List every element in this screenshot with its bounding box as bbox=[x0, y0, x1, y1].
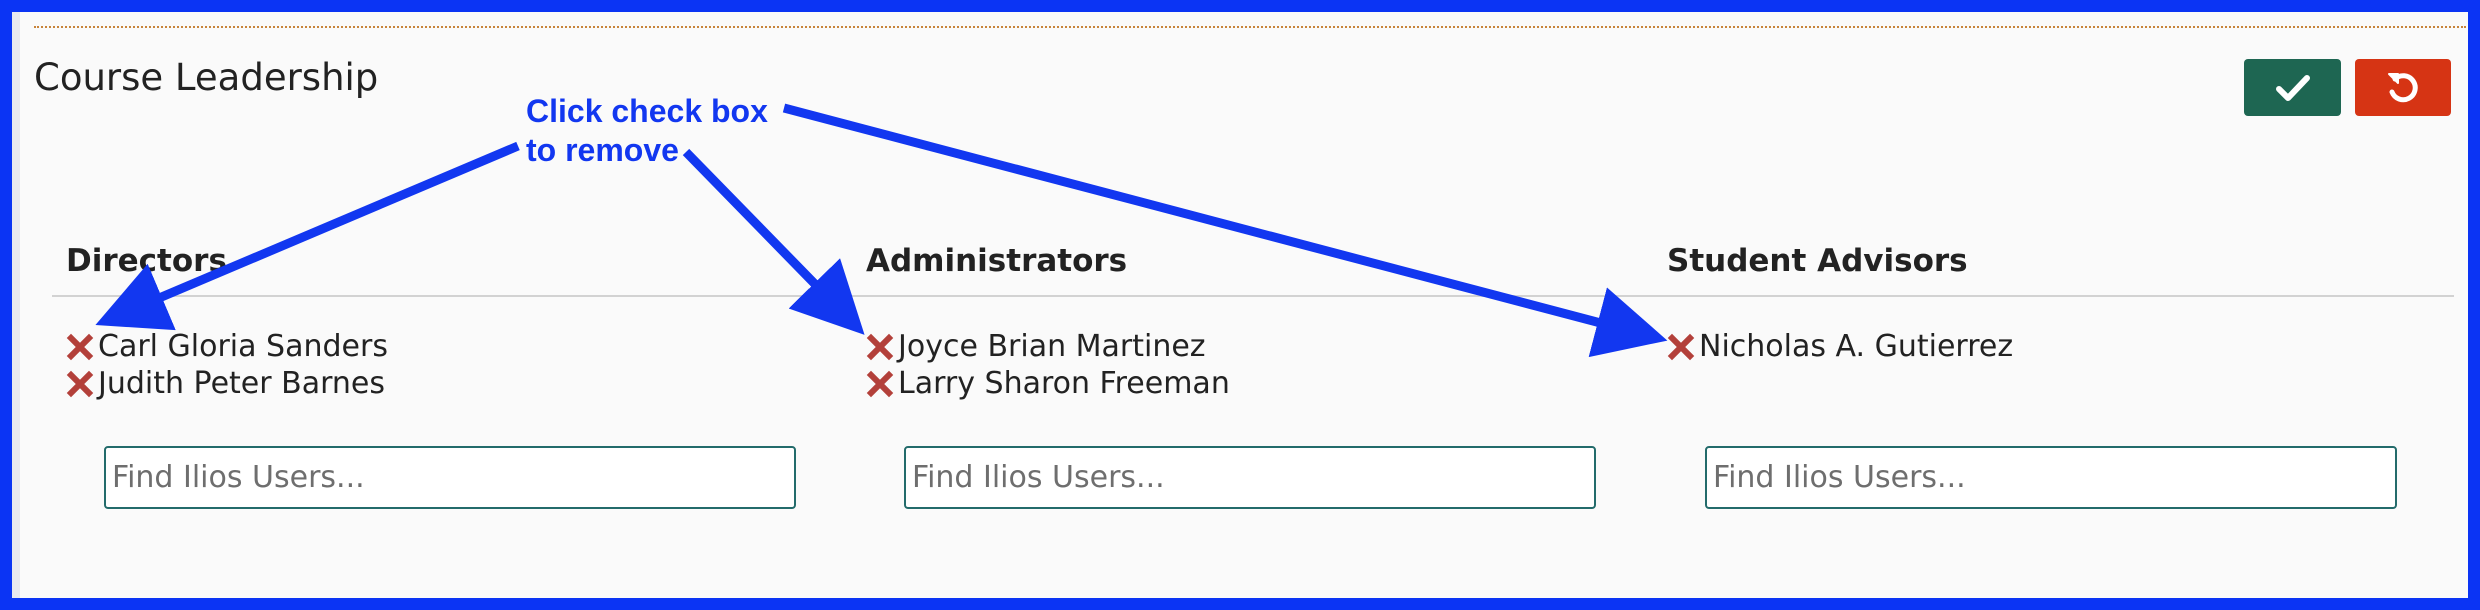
annotation-callout: Click check box to remove bbox=[526, 92, 768, 170]
list-item: Nicholas A. Gutierrez bbox=[1667, 328, 2013, 365]
annotation-line: to remove bbox=[526, 132, 679, 168]
list-item: Carl Gloria Sanders bbox=[66, 328, 388, 365]
section-divider bbox=[52, 295, 2454, 297]
remove-x-icon[interactable] bbox=[1667, 333, 1695, 361]
left-gutter bbox=[12, 12, 20, 598]
user-name: Carl Gloria Sanders bbox=[98, 329, 388, 364]
annotation-line: Click check box bbox=[526, 93, 768, 129]
remove-x-icon[interactable] bbox=[866, 370, 894, 398]
directors-column: Directors Carl Gloria Sanders Judith Pet… bbox=[66, 240, 826, 509]
undo-icon bbox=[2388, 72, 2418, 102]
directors-list: Carl Gloria Sanders Judith Peter Barnes bbox=[66, 328, 388, 402]
administrators-heading: Administrators bbox=[866, 243, 1128, 279]
administrators-list: Joyce Brian Martinez Larry Sharon Freema… bbox=[866, 328, 1230, 402]
remove-x-icon[interactable] bbox=[66, 370, 94, 398]
list-item: Joyce Brian Martinez bbox=[866, 328, 1230, 365]
list-item: Larry Sharon Freeman bbox=[866, 365, 1230, 402]
user-name: Larry Sharon Freeman bbox=[898, 366, 1230, 401]
student-advisors-search-input[interactable] bbox=[1705, 446, 2397, 509]
user-name: Judith Peter Barnes bbox=[98, 366, 385, 401]
remove-x-icon[interactable] bbox=[866, 333, 894, 361]
page-title: Course Leadership bbox=[34, 56, 379, 99]
remove-x-icon[interactable] bbox=[66, 333, 94, 361]
administrators-column: Administrators Joyce Brian Martinez Larr… bbox=[866, 240, 1626, 509]
top-divider bbox=[34, 26, 2466, 28]
check-icon bbox=[2275, 74, 2310, 101]
user-name: Joyce Brian Martinez bbox=[898, 329, 1206, 364]
student-advisors-column: Student Advisors Nicholas A. Gutierrez bbox=[1667, 240, 2427, 509]
administrators-search-input[interactable] bbox=[904, 446, 1596, 509]
save-button[interactable] bbox=[2244, 59, 2341, 116]
student-advisors-list: Nicholas A. Gutierrez bbox=[1667, 328, 2013, 365]
cancel-button[interactable] bbox=[2355, 59, 2451, 116]
directors-search-input[interactable] bbox=[104, 446, 796, 509]
directors-heading: Directors bbox=[66, 243, 227, 279]
list-item: Judith Peter Barnes bbox=[66, 365, 388, 402]
user-name: Nicholas A. Gutierrez bbox=[1699, 329, 2014, 364]
student-advisors-heading: Student Advisors bbox=[1667, 243, 1968, 279]
